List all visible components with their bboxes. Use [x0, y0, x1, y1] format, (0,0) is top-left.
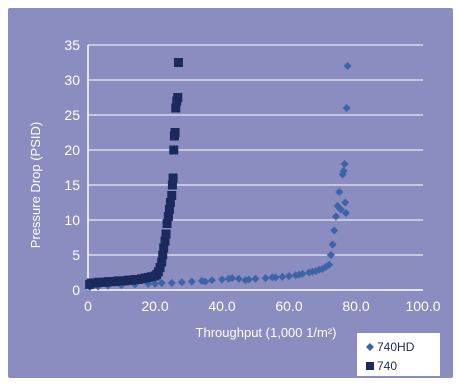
- data-point-740HD: [340, 160, 349, 168]
- data-point-740HD: [325, 260, 334, 269]
- y-axis-ticks: 0 5 10 15 20 25 30 35: [64, 37, 80, 298]
- x-tick-label: 100.0: [405, 298, 440, 314]
- x-axis-title: Throughput (1,000 1/m²): [196, 325, 337, 340]
- data-point-740: [173, 58, 183, 67]
- y-tick-label: 15: [64, 177, 80, 193]
- y-tick-label: 25: [64, 107, 80, 123]
- data-point-740HD: [341, 209, 350, 217]
- x-tick-label: 40.0: [208, 298, 235, 314]
- data-point-740: [167, 180, 177, 190]
- y-tick-label: 20: [64, 142, 80, 158]
- data-point-740: [162, 219, 172, 228]
- data-point-740HD: [308, 267, 317, 276]
- y-tick-label: 5: [72, 247, 80, 263]
- data-point-740HD: [285, 272, 293, 280]
- data-point-740HD: [241, 276, 250, 285]
- plot-area: [8, 8, 453, 378]
- axes: [87, 45, 423, 291]
- y-tick-label: 10: [64, 212, 80, 228]
- data-point-740HD: [167, 279, 176, 287]
- data-point-740HD: [343, 62, 352, 70]
- data-point-740HD: [278, 272, 287, 281]
- data-point-740: [164, 205, 174, 214]
- data-point-740: [158, 250, 168, 260]
- data-point-740HD: [207, 276, 216, 285]
- data-point-740: [157, 257, 167, 267]
- data-point-740HD: [187, 277, 196, 286]
- y-tick-label: 0: [72, 282, 80, 298]
- data-point-740: [163, 212, 173, 221]
- legend-label-740HD: 740HD: [377, 340, 415, 354]
- y-tick-label: 30: [64, 72, 80, 88]
- data-point-740HD: [295, 270, 304, 279]
- data-point-740HD: [326, 251, 335, 259]
- data-point-740HD: [341, 198, 350, 207]
- data-point-740HD: [330, 226, 339, 235]
- data-point-740: [167, 191, 177, 200]
- x-tick-label: 0: [84, 298, 92, 314]
- data-point-740HD: [331, 212, 340, 221]
- data-point-740HD: [336, 205, 345, 214]
- data-point-740: [169, 145, 179, 155]
- grid-lines: [88, 44, 423, 256]
- data-point-740HD: [251, 274, 260, 283]
- x-tick-label: 60.0: [275, 298, 302, 314]
- legend-label-740: 740: [377, 359, 397, 373]
- data-series: [85, 58, 352, 292]
- data-point-740HD: [228, 274, 237, 283]
- legend: 740HD 740: [357, 333, 440, 376]
- data-point-740: [171, 103, 181, 113]
- legend-marker-740HD: [366, 343, 374, 351]
- data-point-740: [165, 198, 175, 207]
- data-point-740: [173, 93, 183, 102]
- data-point-740HD: [315, 265, 324, 274]
- data-point-740HD: [261, 274, 270, 283]
- data-point-740HD: [342, 104, 351, 112]
- x-tick-label: 80.0: [342, 298, 369, 314]
- y-tick-label: 35: [64, 37, 80, 53]
- data-point-740: [155, 263, 165, 273]
- data-point-740HD: [218, 275, 226, 284]
- data-point-740HD: [328, 240, 337, 249]
- data-point-740: [170, 128, 180, 137]
- data-point-740HD: [271, 273, 280, 282]
- data-point-740HD: [177, 278, 186, 287]
- data-point-740: [160, 236, 170, 246]
- data-point-740: [161, 229, 171, 239]
- data-point-740HD: [339, 167, 348, 175]
- series-740: [85, 58, 183, 289]
- data-point-740HD: [151, 279, 159, 288]
- x-tick-label: 20.0: [141, 298, 168, 314]
- data-point-740HD: [234, 274, 243, 283]
- data-point-740: [168, 173, 178, 183]
- data-point-740: [159, 243, 169, 253]
- x-axis-ticks: 0 20.0 40.0 60.0 80.0 100.0: [84, 298, 441, 314]
- data-point-740HD: [157, 279, 166, 287]
- legend-marker-740: [366, 362, 374, 370]
- y-axis-title: Pressure Drop (PSID): [28, 122, 43, 248]
- data-point-740HD: [335, 188, 344, 196]
- data-point-740HD: [201, 277, 210, 286]
